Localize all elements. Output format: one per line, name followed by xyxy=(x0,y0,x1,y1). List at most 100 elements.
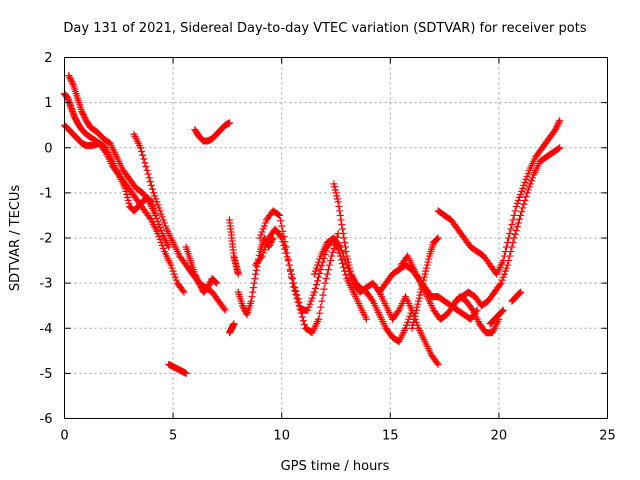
x-tick-label: 10 xyxy=(273,429,290,444)
data-point xyxy=(172,276,180,284)
data-point xyxy=(153,214,161,222)
data-point xyxy=(141,159,149,167)
data-point xyxy=(325,261,333,269)
data-point xyxy=(517,190,525,198)
data-point xyxy=(504,261,512,269)
data-point xyxy=(309,291,317,299)
data-point xyxy=(513,199,521,207)
y-tick-label: -3 xyxy=(40,277,53,292)
data-point xyxy=(221,306,229,314)
x-tick-label: 0 xyxy=(60,429,68,444)
data-point xyxy=(194,278,202,286)
data-point xyxy=(511,207,519,215)
data-point xyxy=(121,184,129,192)
series-arc-19 xyxy=(451,144,564,310)
data-point xyxy=(205,282,213,290)
data-point xyxy=(524,186,532,194)
data-point xyxy=(518,187,526,195)
y-tick-label: 2 xyxy=(44,51,52,66)
data-point xyxy=(362,315,370,323)
data-point xyxy=(507,225,515,233)
data-point xyxy=(276,211,284,219)
data-point xyxy=(517,288,525,296)
data-point xyxy=(340,252,348,260)
data-point xyxy=(413,303,421,311)
data-point xyxy=(520,200,528,208)
data-point xyxy=(150,189,158,197)
data-point xyxy=(330,245,338,253)
data-point xyxy=(122,187,130,195)
data-point xyxy=(498,276,506,284)
data-point xyxy=(348,276,356,284)
data-point xyxy=(368,296,376,304)
series-arc-9 xyxy=(226,320,238,337)
data-point xyxy=(333,195,341,203)
data-point xyxy=(295,299,303,307)
y-tick-label: 0 xyxy=(44,141,52,156)
data-point xyxy=(252,270,260,278)
data-point xyxy=(204,284,212,292)
data-point xyxy=(509,239,517,247)
data-point xyxy=(409,318,417,326)
x-tick-label: 15 xyxy=(382,429,399,444)
data-point xyxy=(155,232,163,240)
data-point xyxy=(508,243,516,251)
data-point xyxy=(142,163,150,171)
data-point xyxy=(421,270,429,278)
series-arc-21 xyxy=(486,306,507,328)
data-point xyxy=(417,288,425,296)
data-point xyxy=(156,223,164,231)
x-axis-ticks: 0 5 10 15 20 25 xyxy=(60,57,616,444)
data-point xyxy=(312,264,320,272)
data-point xyxy=(343,261,351,269)
data-point xyxy=(337,216,345,224)
y-axis-label: SDTVAR / TECUs xyxy=(8,185,23,292)
data-point xyxy=(417,285,425,293)
data-point xyxy=(556,117,564,125)
series-arc-18 xyxy=(434,117,564,278)
data-point xyxy=(169,267,177,275)
data-point xyxy=(499,307,507,315)
data-point xyxy=(347,273,355,281)
data-point xyxy=(249,284,257,292)
data-point xyxy=(298,313,306,321)
data-point xyxy=(154,201,162,209)
y-tick-label: -2 xyxy=(40,232,53,247)
data-point xyxy=(516,215,524,223)
data-point xyxy=(78,108,86,116)
data-point xyxy=(423,264,430,272)
data-point xyxy=(259,225,267,233)
data-point xyxy=(212,278,220,286)
data-point xyxy=(124,196,132,204)
data-point xyxy=(315,258,323,266)
data-point xyxy=(79,111,87,119)
data-point xyxy=(274,211,282,219)
data-point xyxy=(412,309,420,317)
data-point xyxy=(197,282,205,290)
data-point xyxy=(156,207,164,215)
data-point xyxy=(156,236,164,244)
data-point xyxy=(305,303,313,311)
data-point xyxy=(267,239,275,247)
data-point xyxy=(160,219,168,227)
data-point xyxy=(327,257,335,265)
data-point xyxy=(411,312,419,320)
data-point xyxy=(248,293,256,301)
data-point xyxy=(205,281,213,289)
data-point xyxy=(523,172,531,180)
data-point xyxy=(157,226,165,234)
data-point xyxy=(409,321,417,329)
data-point xyxy=(80,112,88,120)
data-point xyxy=(153,198,161,206)
data-point xyxy=(299,317,307,325)
data-point xyxy=(345,267,353,275)
data-point xyxy=(165,243,173,251)
data-point xyxy=(338,220,346,228)
data-point xyxy=(556,144,564,152)
data-point xyxy=(497,279,505,287)
data-point xyxy=(337,256,345,264)
data-point xyxy=(496,281,504,289)
data-point xyxy=(286,266,294,274)
data-point xyxy=(316,269,324,277)
data-point xyxy=(331,186,339,194)
